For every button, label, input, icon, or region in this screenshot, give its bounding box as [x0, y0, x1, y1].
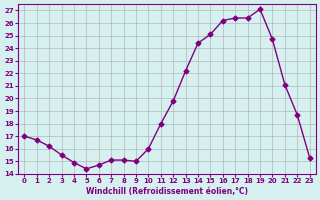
X-axis label: Windchill (Refroidissement éolien,°C): Windchill (Refroidissement éolien,°C)	[86, 187, 248, 196]
